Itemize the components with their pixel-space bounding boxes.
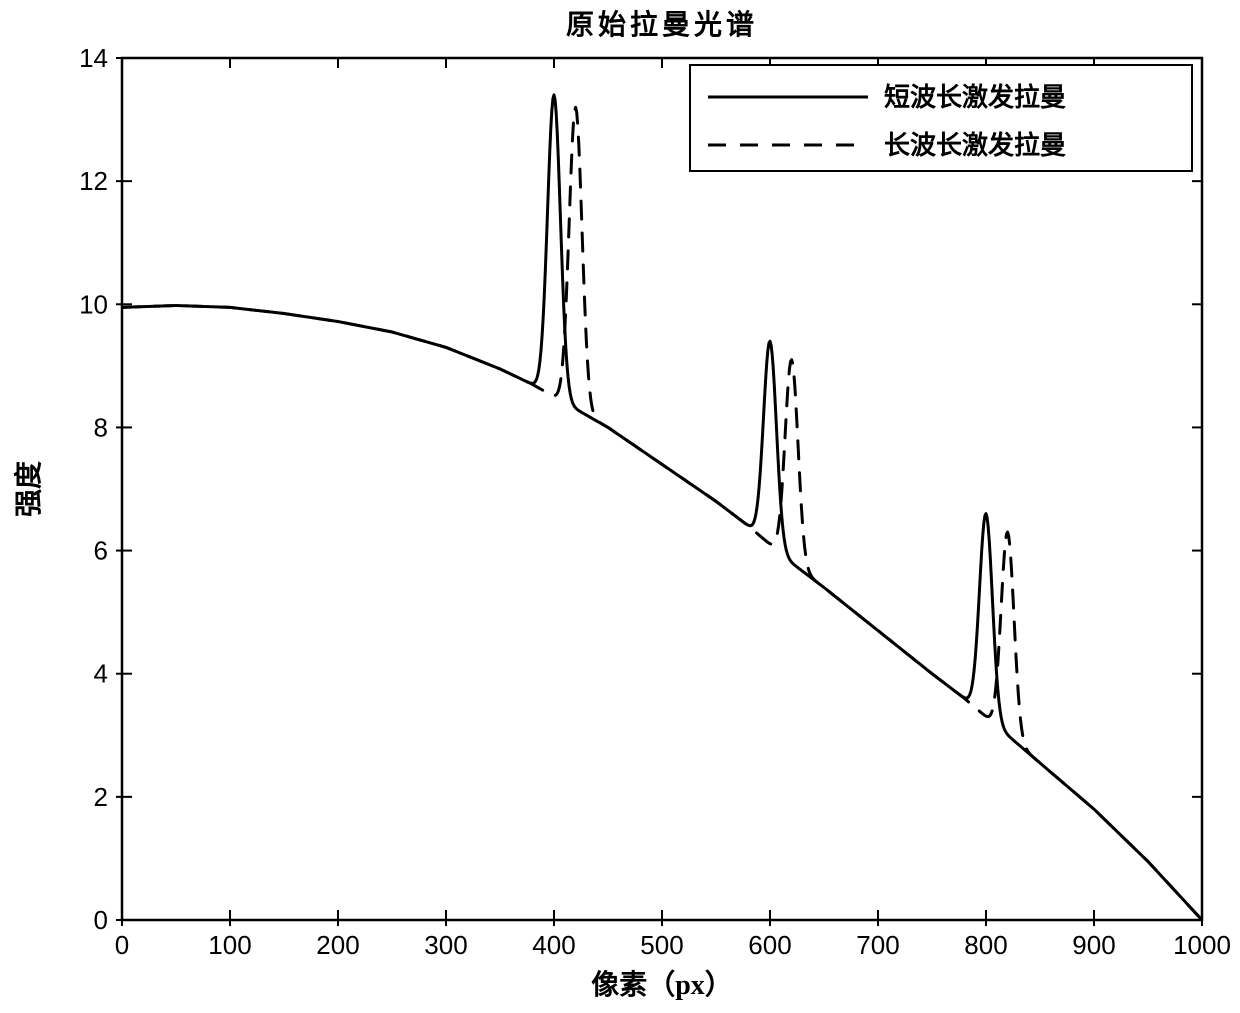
y-tick-label: 6 — [94, 536, 108, 566]
x-tick-label: 600 — [748, 930, 791, 960]
legend-item-label: 短波长激发拉曼 — [884, 82, 1066, 112]
x-tick-label: 0 — [115, 930, 129, 960]
x-tick-label: 300 — [424, 930, 467, 960]
chart-title: 原始拉曼光谱 — [566, 8, 758, 41]
y-tick-label: 2 — [94, 782, 108, 812]
x-tick-label: 700 — [856, 930, 899, 960]
x-tick-label: 400 — [532, 930, 575, 960]
series-short-wavelength — [122, 95, 1202, 920]
y-tick-label: 4 — [94, 659, 108, 689]
raman-spectrum-chart: 0 100 200 300 400 500 600 700 800 900 1000 0 2 4 6 8 10 1… — [0, 0, 1240, 1013]
x-tick-label: 200 — [316, 930, 359, 960]
y-tick-label: 10 — [79, 289, 108, 319]
x-tick-label: 100 — [208, 930, 251, 960]
y-tick-label: 14 — [79, 43, 108, 73]
series-long-wavelength — [122, 107, 1202, 920]
x-tick-label: 800 — [964, 930, 1007, 960]
x-axis-label: 像素（px） — [591, 968, 733, 1001]
chart-container: 0 100 200 300 400 500 600 700 800 900 1000 0 2 4 6 8 10 1… — [0, 0, 1240, 1013]
y-tick-label: 12 — [79, 166, 108, 196]
y-tick-label: 0 — [94, 905, 108, 935]
y-axis-label: 强度 — [13, 461, 45, 517]
y-tick-label: 8 — [94, 412, 108, 442]
x-tick-label: 1000 — [1173, 930, 1231, 960]
x-tick-label: 900 — [1072, 930, 1115, 960]
plot-area-box — [122, 58, 1202, 920]
legend-item-label: 长波长激发拉曼 — [884, 130, 1066, 160]
x-tick-label: 500 — [640, 930, 683, 960]
